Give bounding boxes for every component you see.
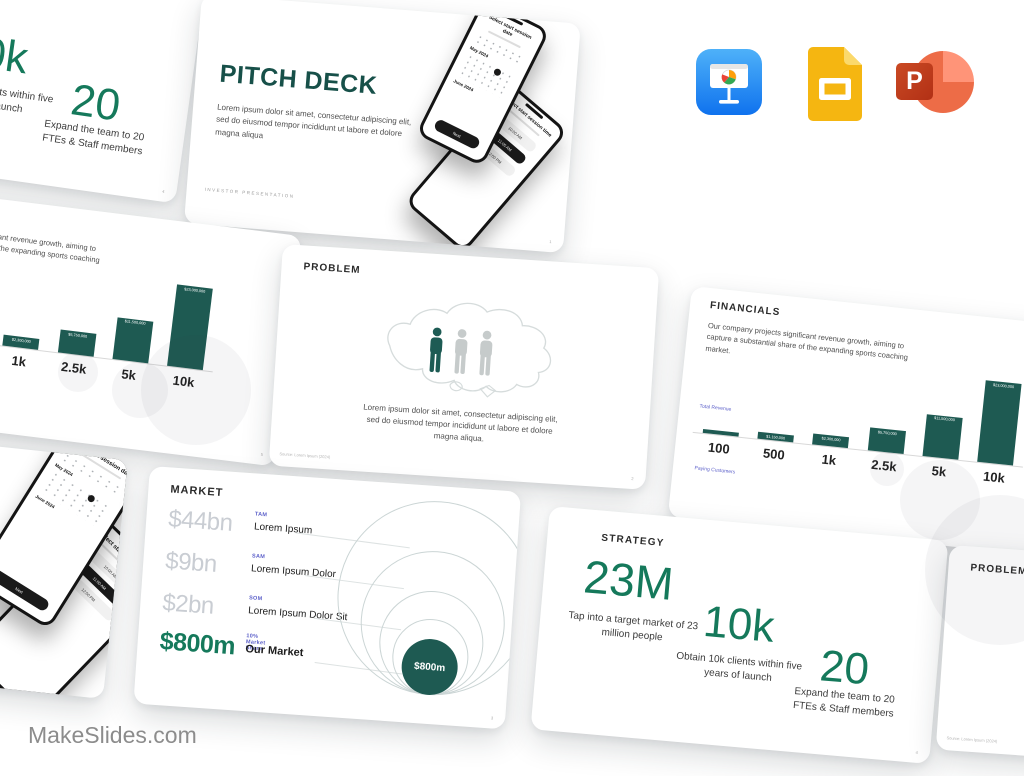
google-slides-icon[interactable] (808, 47, 862, 121)
page-number: 1 (549, 239, 552, 245)
decorative-circle (112, 362, 168, 418)
bar-value-label: $5,750,000 (877, 429, 898, 436)
market-row-som: $2bn SOM Lorem Ipsum Dolor Sit (161, 589, 348, 623)
stat-10k: 10k (0, 24, 31, 84)
slide-footer: INVESTOR PRESENTATION (204, 186, 295, 199)
x-tick-label: 100 (707, 439, 731, 457)
person-icon (454, 329, 468, 375)
slide-title: PROBLEM (303, 261, 361, 277)
page-number: 4 (915, 749, 919, 755)
keynote-icon[interactable] (696, 49, 762, 115)
x-tick-label: 1k (820, 451, 837, 468)
decorative-circle (58, 352, 98, 392)
market-row-sam: $9bn SAM Lorem Ipsum Dolor (164, 547, 336, 581)
stat-20: 20 (817, 641, 872, 695)
page-number: 4 (161, 188, 165, 194)
bar-10k: $23,000,000 (977, 380, 1022, 466)
next-button[interactable]: Next (0, 567, 51, 613)
decorative-circle (870, 452, 904, 486)
bar-value-label: $11,500,000 (124, 319, 146, 326)
x-tick-label: 500 (762, 445, 786, 463)
bar-value-label: $2,300,000 (11, 337, 32, 344)
slide-problem[interactable]: PROBLEM Lorem ipsum dolor sit amet, cons… (268, 244, 660, 490)
powerpoint-icon[interactable]: P (896, 50, 976, 114)
som-value: $2bn (161, 589, 215, 620)
som-tag: SOM (248, 595, 263, 603)
sam-tag: SAM (251, 553, 266, 561)
bar-value-label: $1,150,000 (765, 434, 786, 441)
x-tick-label: 1k (10, 352, 27, 370)
our-market-label: Our Market (245, 643, 304, 660)
slide-strategy-partial[interactable]: STRATEGY 23M Tap into a target market of… (0, 0, 207, 204)
slide-market[interactable]: MARKET $44bn TAM Lorem Ipsum $9bn SAM Lo… (133, 466, 522, 730)
stat-10k: 10k (701, 596, 777, 652)
stat-20-label: Expand the team to 20 FTEs & Staff membe… (792, 686, 896, 720)
person-icon (429, 327, 443, 373)
slide-body: Lorem ipsum dolor sit amet, consectetur … (362, 402, 558, 444)
person-icon (479, 330, 493, 376)
bar-value-label: $23,000,000 (184, 286, 206, 294)
bar-2.5k: $5,750,000 (867, 427, 906, 455)
market-row-tam: $44bn TAM Lorem Ipsum (167, 505, 312, 539)
bar-value-label: $11,500,000 (933, 416, 956, 423)
slide-pitch-deck-partial[interactable]: Select start session date May 2024 June … (0, 420, 128, 699)
tam-value: $44bn (167, 505, 234, 537)
bar-1k: $2,300,000 (812, 433, 850, 449)
x-axis-label: Paying Customers (694, 465, 736, 476)
next-button[interactable]: Next (432, 118, 482, 151)
slide-title: STRATEGY (600, 532, 665, 550)
slide-title: MARKET (169, 483, 224, 500)
market-row-our-market: $800m 10% Market Share Our Market (158, 627, 304, 662)
bar-5k: $11,500,000 (112, 316, 154, 364)
slide-title: FINANCIALS (709, 300, 781, 319)
slide-body: Lorem ipsum dolor sit amet, consectetur … (214, 102, 412, 140)
bar-value-label: $2,300,000 (821, 436, 841, 442)
calendar-selected-day[interactable] (492, 67, 503, 77)
site-logo-text[interactable]: MakeSlides.com (28, 722, 197, 748)
bar-100 (702, 429, 739, 437)
stat-23m-label: Tap into a target market of 23 million p… (567, 610, 699, 643)
bar-value-label: $5,750,000 (68, 332, 88, 339)
our-market-value: $800m (158, 627, 236, 661)
sam-value: $9bn (164, 547, 218, 578)
calendar-selected-day[interactable] (86, 493, 97, 504)
bar-500: $1,150,000 (757, 431, 794, 443)
stat-10k-label: Obtain 10k clients within five years of … (675, 650, 803, 684)
decorative-circle (141, 335, 251, 445)
stat-10k-label: Obtain 10k clients within five years of … (0, 77, 54, 115)
powerpoint-letter: P (896, 63, 933, 100)
page-number: 5 (260, 451, 264, 458)
bar-5k: $11,500,000 (922, 413, 963, 460)
slide-strategy[interactable]: STRATEGY 23M Tap into a target market of… (530, 506, 949, 765)
bar-1k: $2,300,000 (2, 334, 40, 350)
phone-notch (120, 540, 128, 562)
slide-pitch-deck[interactable]: PITCH DECK Lorem ipsum dolor sit amet, c… (183, 0, 581, 254)
source-note: Source: Lorem Ipsum (2024) (279, 451, 331, 460)
slide-title: PITCH DECK (218, 59, 379, 100)
page-number: 2 (631, 475, 634, 482)
bar-value-label: $23,000,000 (992, 382, 1015, 389)
region-map-outline (387, 302, 552, 398)
decorative-circle (900, 460, 980, 540)
stat-23m: 23M (581, 550, 676, 610)
source-note: Source: Lorem Ipsum (2024) (946, 735, 998, 744)
page-number: 3 (490, 715, 494, 721)
people-icons (425, 326, 497, 378)
tam-tag: TAM (254, 511, 268, 519)
